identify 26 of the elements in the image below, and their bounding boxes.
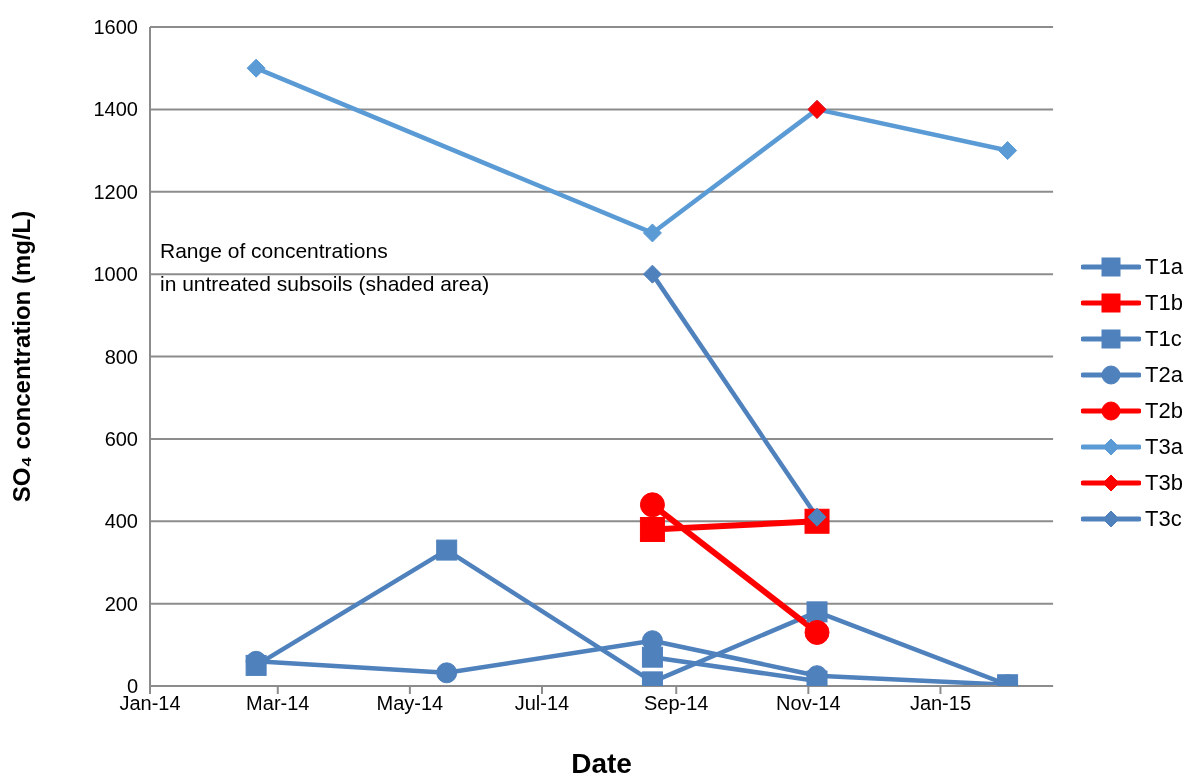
legend-label: T3c	[1145, 506, 1182, 532]
y-tick-label: 1200	[93, 180, 138, 203]
y-tick-label: 1000	[93, 263, 138, 286]
legend-label: T1c	[1145, 326, 1182, 352]
y-tick-label: 800	[104, 345, 138, 368]
y-tick-label: 400	[104, 510, 138, 533]
x-tick-label: Mar-14	[246, 692, 310, 715]
x-tick-label: May-14	[376, 692, 444, 715]
legend-label: T3a	[1145, 434, 1183, 460]
y-axis-title: SO₄ concentration (mg/L)	[8, 210, 35, 503]
x-tick-label: Sep-14	[644, 692, 709, 715]
legend-label: T1a	[1145, 254, 1183, 280]
y-tick-label: 1400	[93, 98, 138, 121]
legend-label: T3b	[1145, 470, 1183, 496]
y-tick-label: 1600	[93, 16, 138, 39]
x-tick-label: Nov-14	[776, 692, 841, 715]
y-tick-label: 200	[104, 592, 138, 615]
x-axis-title: Date	[571, 748, 632, 778]
x-tick-label: Jan-15	[909, 692, 972, 715]
legend-label: T2a	[1145, 362, 1183, 388]
x-tick-label: Jul-14	[514, 692, 570, 715]
legend-label: T2b	[1145, 398, 1183, 424]
x-tick-label: Jan-14	[119, 692, 181, 715]
legend-label: T1b	[1145, 290, 1183, 316]
y-tick-label: 600	[104, 427, 138, 450]
annotation: Range of concentrations in untreated subsoils (shaded area)	[160, 238, 490, 297]
